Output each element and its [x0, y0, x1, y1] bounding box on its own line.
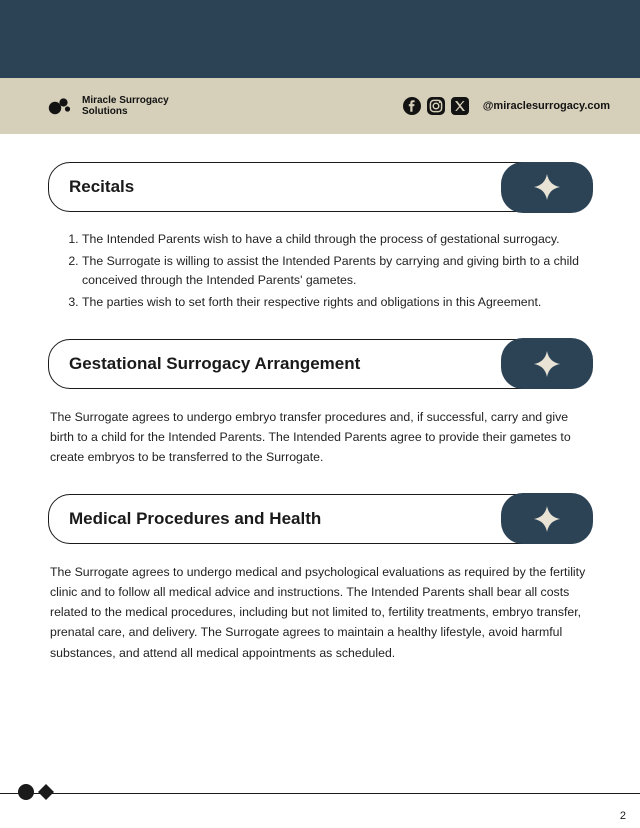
list-item: The Intended Parents wish to have a chil… [82, 230, 592, 250]
social-row: @miraclesurrogacy.com [403, 97, 610, 115]
brand-logo-icon [48, 96, 74, 116]
brand-line2: Solutions [82, 106, 169, 118]
section-title: Gestational Surrogacy Arrangement [69, 354, 360, 374]
top-banner [0, 0, 640, 78]
footer-decor-icon [0, 782, 58, 802]
footer-rule [0, 793, 640, 794]
section-header-arrangement: Gestational Surrogacy Arrangement [48, 339, 592, 389]
instagram-icon[interactable] [427, 97, 445, 115]
list-item: The Surrogate is willing to assist the I… [82, 252, 592, 291]
page-number: 2 [620, 810, 626, 822]
section-header-medical: Medical Procedures and Health [48, 494, 592, 544]
content-region: Recitals The Intended Parents wish to ha… [0, 134, 640, 663]
recitals-list: The Intended Parents wish to have a chil… [48, 230, 592, 313]
brand-line1: Miracle Surrogacy [82, 95, 169, 107]
header-strip: Miracle Surrogacy Solutions @miraclesurr… [0, 78, 640, 134]
social-handle: @miraclesurrogacy.com [483, 100, 610, 112]
arrangement-para: The Surrogate agrees to undergo embryo t… [48, 407, 592, 468]
section-header-recitals: Recitals [48, 162, 592, 212]
brand: Miracle Surrogacy Solutions [48, 95, 169, 118]
section-title: Medical Procedures and Health [69, 509, 321, 529]
list-item: The parties wish to set forth their resp… [82, 293, 592, 313]
x-twitter-icon[interactable] [451, 97, 469, 115]
facebook-icon[interactable] [403, 97, 421, 115]
medical-para: The Surrogate agrees to undergo medical … [48, 562, 592, 663]
star-badge-icon [501, 493, 593, 544]
star-badge-icon [501, 338, 593, 389]
star-badge-icon [501, 162, 593, 213]
brand-text: Miracle Surrogacy Solutions [82, 95, 169, 118]
section-title: Recitals [69, 177, 134, 197]
